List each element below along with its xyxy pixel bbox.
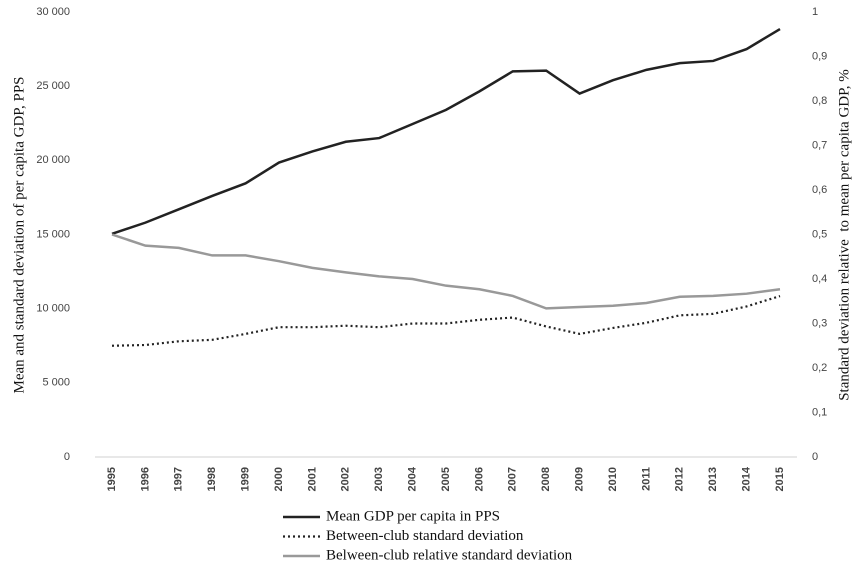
x-tick-label: 2012 (674, 467, 686, 491)
x-tick-label: 2009 (574, 467, 586, 491)
y2-tick-label: 0,6 (812, 184, 827, 196)
x-tick-label: 2013 (707, 467, 719, 491)
y2-tick-label: 0,5 (812, 228, 827, 240)
x-tick-label: 2011 (640, 467, 652, 491)
y2-tick-label: 0,4 (812, 273, 827, 285)
legend-label: Between-club standard deviation (326, 528, 524, 544)
y-tick-label: 10 000 (36, 303, 70, 315)
x-tick-label: 2001 (306, 467, 318, 491)
legend-label: Belween-club relative standard deviation (326, 547, 573, 563)
x-tick-label: 1995 (106, 467, 118, 491)
x-tick-label: 2014 (741, 466, 753, 491)
y-tick-label: 5 000 (42, 377, 70, 389)
x-tick-label: 1998 (206, 467, 218, 491)
y-tick-label: 20 000 (36, 154, 70, 166)
y-axis-title: Mean and standard deviation of per capit… (11, 76, 27, 393)
y-tick-label: 25 000 (36, 80, 70, 92)
y-tick-label: 15 000 (36, 228, 70, 240)
series-line (111, 233, 781, 310)
y2-tick-label: 0,9 (812, 50, 827, 62)
y2-tick-label: 0,3 (812, 317, 827, 329)
y2-tick-label: 0,7 (812, 139, 827, 151)
legend-label: Mean GDP per capita in PPS (326, 508, 500, 524)
x-tick-label: 1997 (173, 467, 185, 491)
x-tick-label: 2005 (440, 467, 452, 491)
x-tick-label: 2000 (273, 467, 285, 491)
y2-tick-label: 0,2 (812, 362, 827, 374)
x-tick-label: 2002 (340, 467, 352, 491)
y-tick-label: 30 000 (36, 6, 70, 18)
x-tick-label: 2003 (373, 467, 385, 491)
x-tick-label: 2007 (507, 467, 519, 491)
y2-tick-label: 1 (812, 6, 818, 18)
x-tick-label: 2006 (473, 467, 485, 491)
series-line (111, 295, 781, 347)
x-tick-label: 1996 (139, 467, 151, 491)
y2-tick-label: 0 (812, 451, 818, 463)
x-tick-label: 2004 (407, 466, 419, 491)
y-tick-label: 0 (64, 451, 70, 463)
y2-axis-title: Standard deviation relative to mean per … (836, 69, 852, 401)
x-tick-label: 2010 (607, 467, 619, 491)
y2-tick-label: 0,1 (812, 406, 827, 418)
x-tick-label: 1999 (240, 467, 252, 491)
x-tick-label: 2008 (540, 467, 552, 491)
x-tick-label: 2015 (774, 467, 786, 491)
y2-tick-label: 0,8 (812, 95, 827, 107)
series-line (111, 27, 781, 235)
